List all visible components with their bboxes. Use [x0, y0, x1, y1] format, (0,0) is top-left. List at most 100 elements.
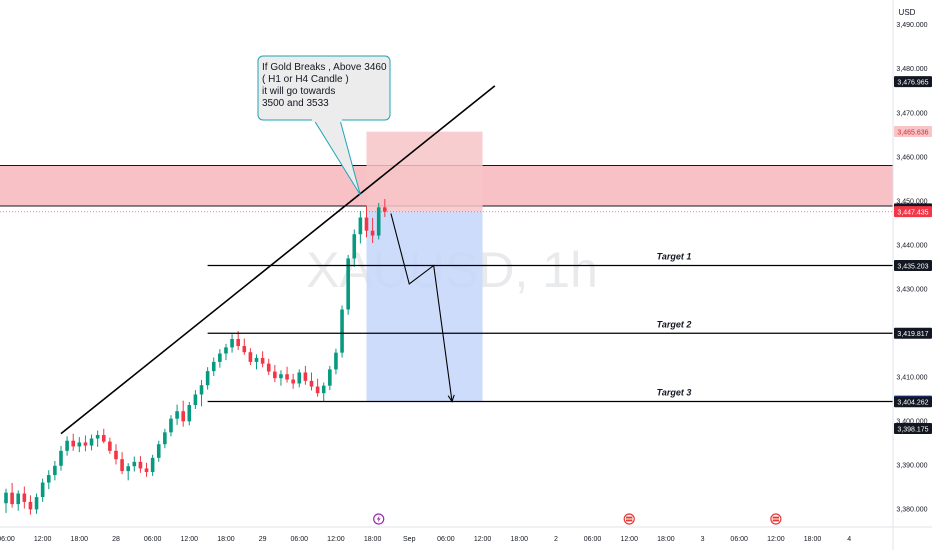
flag-icon[interactable]: [623, 513, 635, 525]
x-tick-label: 06:00: [291, 536, 309, 543]
candle[interactable]: [187, 401, 192, 426]
candle-body: [175, 411, 179, 419]
candle[interactable]: [230, 334, 234, 353]
candle[interactable]: [53, 460, 57, 481]
x-tick-label: 18:00: [804, 536, 822, 543]
candle[interactable]: [236, 331, 240, 351]
candle[interactable]: [144, 462, 149, 477]
candle[interactable]: [334, 348, 338, 375]
candle[interactable]: [71, 433, 76, 451]
candle[interactable]: [132, 456, 137, 472]
candle[interactable]: [95, 430, 100, 447]
candle[interactable]: [315, 378, 320, 397]
trendline[interactable]: [60, 85, 496, 435]
candle[interactable]: [364, 206, 369, 238]
candle-body: [242, 346, 247, 353]
candle[interactable]: [273, 364, 277, 383]
candle-body: [126, 466, 130, 472]
candle-body: [193, 394, 198, 406]
candle[interactable]: [328, 365, 332, 391]
candle[interactable]: [218, 349, 222, 368]
candle[interactable]: [376, 202, 381, 240]
position-target-zone[interactable]: [366, 211, 483, 402]
target-label-3: Target 3: [657, 388, 692, 398]
candle[interactable]: [59, 445, 63, 471]
candle[interactable]: [169, 415, 173, 437]
candle[interactable]: [65, 436, 69, 456]
candle[interactable]: [340, 305, 344, 358]
lightning-icon[interactable]: [373, 513, 385, 525]
candle[interactable]: [77, 437, 82, 453]
candle[interactable]: [120, 452, 124, 475]
candle[interactable]: [83, 435, 88, 452]
candle[interactable]: [370, 217, 375, 244]
price-tag-label: 3,447.435: [897, 210, 928, 217]
candle[interactable]: [126, 463, 130, 481]
candle-body: [315, 386, 320, 394]
price-tag-label: 3,398.175: [897, 426, 928, 433]
candle[interactable]: [211, 357, 216, 376]
candle-body: [156, 444, 161, 458]
candle[interactable]: [321, 382, 326, 402]
candle[interactable]: [346, 254, 350, 315]
candle-body: [108, 441, 112, 451]
candle[interactable]: [34, 493, 39, 514]
candle[interactable]: [156, 440, 161, 462]
candle[interactable]: [181, 400, 185, 427]
candle[interactable]: [46, 470, 51, 490]
candle[interactable]: [4, 488, 8, 513]
candle[interactable]: [279, 370, 283, 386]
candle[interactable]: [138, 456, 143, 473]
price-tag: 3,476.965: [894, 76, 932, 88]
candle[interactable]: [150, 454, 155, 476]
candle[interactable]: [285, 366, 289, 383]
candle[interactable]: [101, 428, 106, 444]
x-tick-label: 18:00: [364, 536, 382, 543]
candle-body: [340, 309, 344, 353]
candle[interactable]: [10, 482, 14, 508]
candle[interactable]: [114, 444, 118, 465]
candle-body: [364, 217, 369, 231]
price-tag: 3,447.435: [894, 206, 932, 218]
candle[interactable]: [22, 486, 27, 509]
candle[interactable]: [297, 369, 302, 388]
x-tick-label: 06:00: [0, 536, 15, 543]
x-tick-label: 06:00: [144, 536, 162, 543]
candle[interactable]: [303, 365, 308, 385]
candle[interactable]: [242, 338, 247, 355]
candle-body: [236, 339, 240, 347]
candle[interactable]: [358, 210, 363, 244]
candle[interactable]: [175, 404, 179, 425]
y-tick-label: 3,430.000: [896, 286, 927, 293]
candle[interactable]: [254, 354, 259, 370]
candle[interactable]: [108, 437, 112, 454]
candle[interactable]: [193, 390, 198, 410]
candle[interactable]: [266, 358, 271, 376]
candle[interactable]: [199, 379, 204, 407]
candle-body: [321, 385, 326, 394]
price-tag-bg: [894, 396, 932, 408]
price-axis-panel[interactable]: [893, 0, 932, 550]
candle[interactable]: [309, 372, 314, 391]
candle[interactable]: [383, 199, 387, 218]
candle-body: [224, 347, 228, 354]
candle-body: [46, 475, 51, 483]
candle[interactable]: [260, 351, 265, 368]
candle-body: [138, 461, 143, 469]
projection-arrow-path[interactable]: [390, 213, 453, 402]
candle[interactable]: [205, 367, 210, 390]
candle[interactable]: [89, 434, 94, 451]
candle[interactable]: [40, 478, 45, 502]
candle[interactable]: [248, 348, 253, 365]
candle-body: [358, 217, 363, 235]
candle[interactable]: [291, 373, 295, 389]
candle[interactable]: [163, 428, 167, 449]
flag-icon[interactable]: [770, 513, 782, 525]
y-tick-label: 3,380.000: [896, 507, 927, 514]
candle[interactable]: [352, 229, 357, 267]
candle[interactable]: [224, 343, 228, 361]
candle[interactable]: [28, 495, 33, 515]
candle[interactable]: [16, 490, 21, 511]
position-stop-zone[interactable]: [366, 131, 483, 212]
